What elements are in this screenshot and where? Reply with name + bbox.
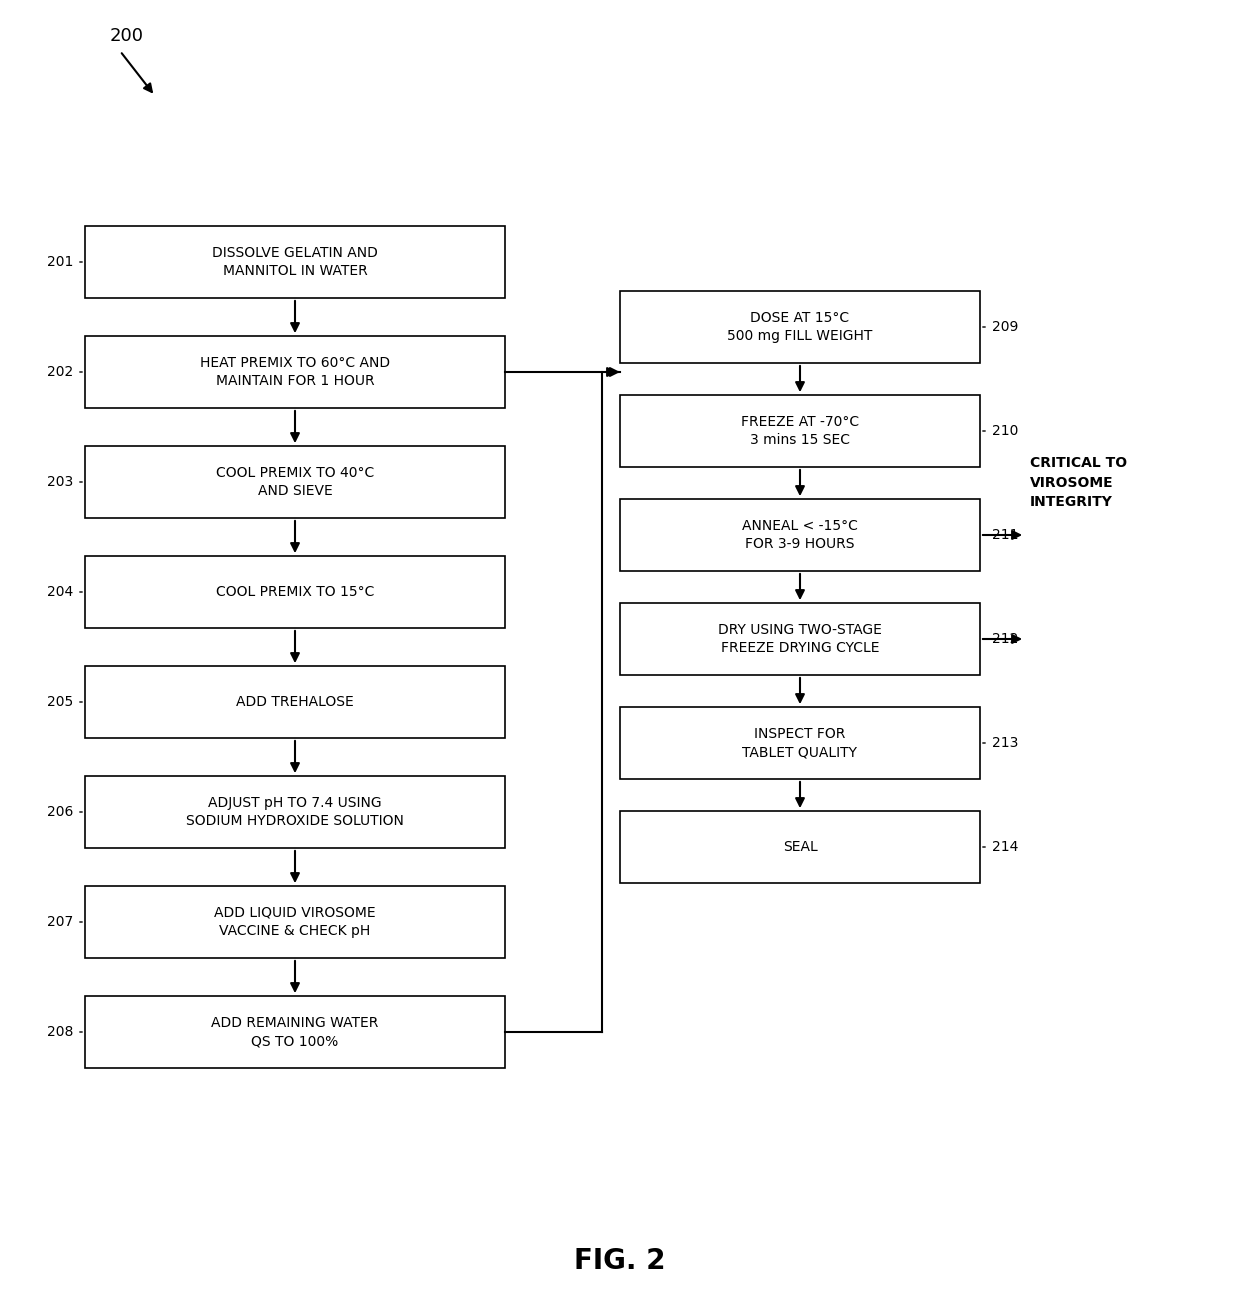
FancyBboxPatch shape [620, 811, 980, 883]
Text: 211: 211 [992, 527, 1018, 542]
Text: DISSOLVE GELATIN AND
MANNITOL IN WATER: DISSOLVE GELATIN AND MANNITOL IN WATER [212, 246, 378, 279]
Text: ANNEAL < -15°C
FOR 3-9 HOURS: ANNEAL < -15°C FOR 3-9 HOURS [742, 518, 858, 551]
Text: ADD LIQUID VIROSOME
VACCINE & CHECK pH: ADD LIQUID VIROSOME VACCINE & CHECK pH [215, 906, 376, 938]
Text: 203: 203 [47, 476, 73, 489]
FancyBboxPatch shape [86, 776, 505, 848]
FancyBboxPatch shape [86, 997, 505, 1068]
Text: FIG. 2: FIG. 2 [574, 1247, 666, 1275]
Text: 207: 207 [47, 915, 73, 929]
Text: 200: 200 [110, 27, 144, 45]
Text: ADD TREHALOSE: ADD TREHALOSE [236, 695, 353, 709]
Text: 205: 205 [47, 695, 73, 709]
Text: CRITICAL TO
VIROSOME
INTEGRITY: CRITICAL TO VIROSOME INTEGRITY [1030, 456, 1127, 509]
FancyBboxPatch shape [86, 336, 505, 408]
FancyBboxPatch shape [86, 886, 505, 958]
Text: 214: 214 [992, 840, 1018, 854]
FancyBboxPatch shape [86, 666, 505, 737]
Text: 209: 209 [992, 320, 1018, 334]
Text: HEAT PREMIX TO 60°C AND
MAINTAIN FOR 1 HOUR: HEAT PREMIX TO 60°C AND MAINTAIN FOR 1 H… [200, 356, 391, 389]
Text: 212: 212 [992, 632, 1018, 645]
Text: COOL PREMIX TO 15°C: COOL PREMIX TO 15°C [216, 584, 374, 599]
FancyBboxPatch shape [86, 556, 505, 629]
Text: 208: 208 [47, 1025, 73, 1039]
Text: 206: 206 [47, 805, 73, 819]
FancyBboxPatch shape [620, 292, 980, 363]
FancyBboxPatch shape [86, 446, 505, 518]
Text: 204: 204 [47, 584, 73, 599]
FancyBboxPatch shape [620, 395, 980, 467]
FancyBboxPatch shape [86, 226, 505, 298]
Text: INSPECT FOR
TABLET QUALITY: INSPECT FOR TABLET QUALITY [743, 727, 858, 759]
Text: DRY USING TWO-STAGE
FREEZE DRYING CYCLE: DRY USING TWO-STAGE FREEZE DRYING CYCLE [718, 623, 882, 656]
Text: SEAL: SEAL [782, 840, 817, 854]
Text: ADD REMAINING WATER
QS TO 100%: ADD REMAINING WATER QS TO 100% [211, 1016, 378, 1048]
Text: COOL PREMIX TO 40°C
AND SIEVE: COOL PREMIX TO 40°C AND SIEVE [216, 465, 374, 498]
Text: ADJUST pH TO 7.4 USING
SODIUM HYDROXIDE SOLUTION: ADJUST pH TO 7.4 USING SODIUM HYDROXIDE … [186, 796, 404, 828]
Text: FREEZE AT -70°C
3 mins 15 SEC: FREEZE AT -70°C 3 mins 15 SEC [742, 415, 859, 447]
Text: 213: 213 [992, 736, 1018, 750]
Text: 202: 202 [47, 365, 73, 378]
Text: 201: 201 [47, 255, 73, 270]
FancyBboxPatch shape [620, 603, 980, 675]
FancyBboxPatch shape [620, 708, 980, 779]
Text: DOSE AT 15°C
500 mg FILL WEIGHT: DOSE AT 15°C 500 mg FILL WEIGHT [728, 311, 873, 343]
FancyBboxPatch shape [620, 499, 980, 572]
Text: 210: 210 [992, 424, 1018, 438]
